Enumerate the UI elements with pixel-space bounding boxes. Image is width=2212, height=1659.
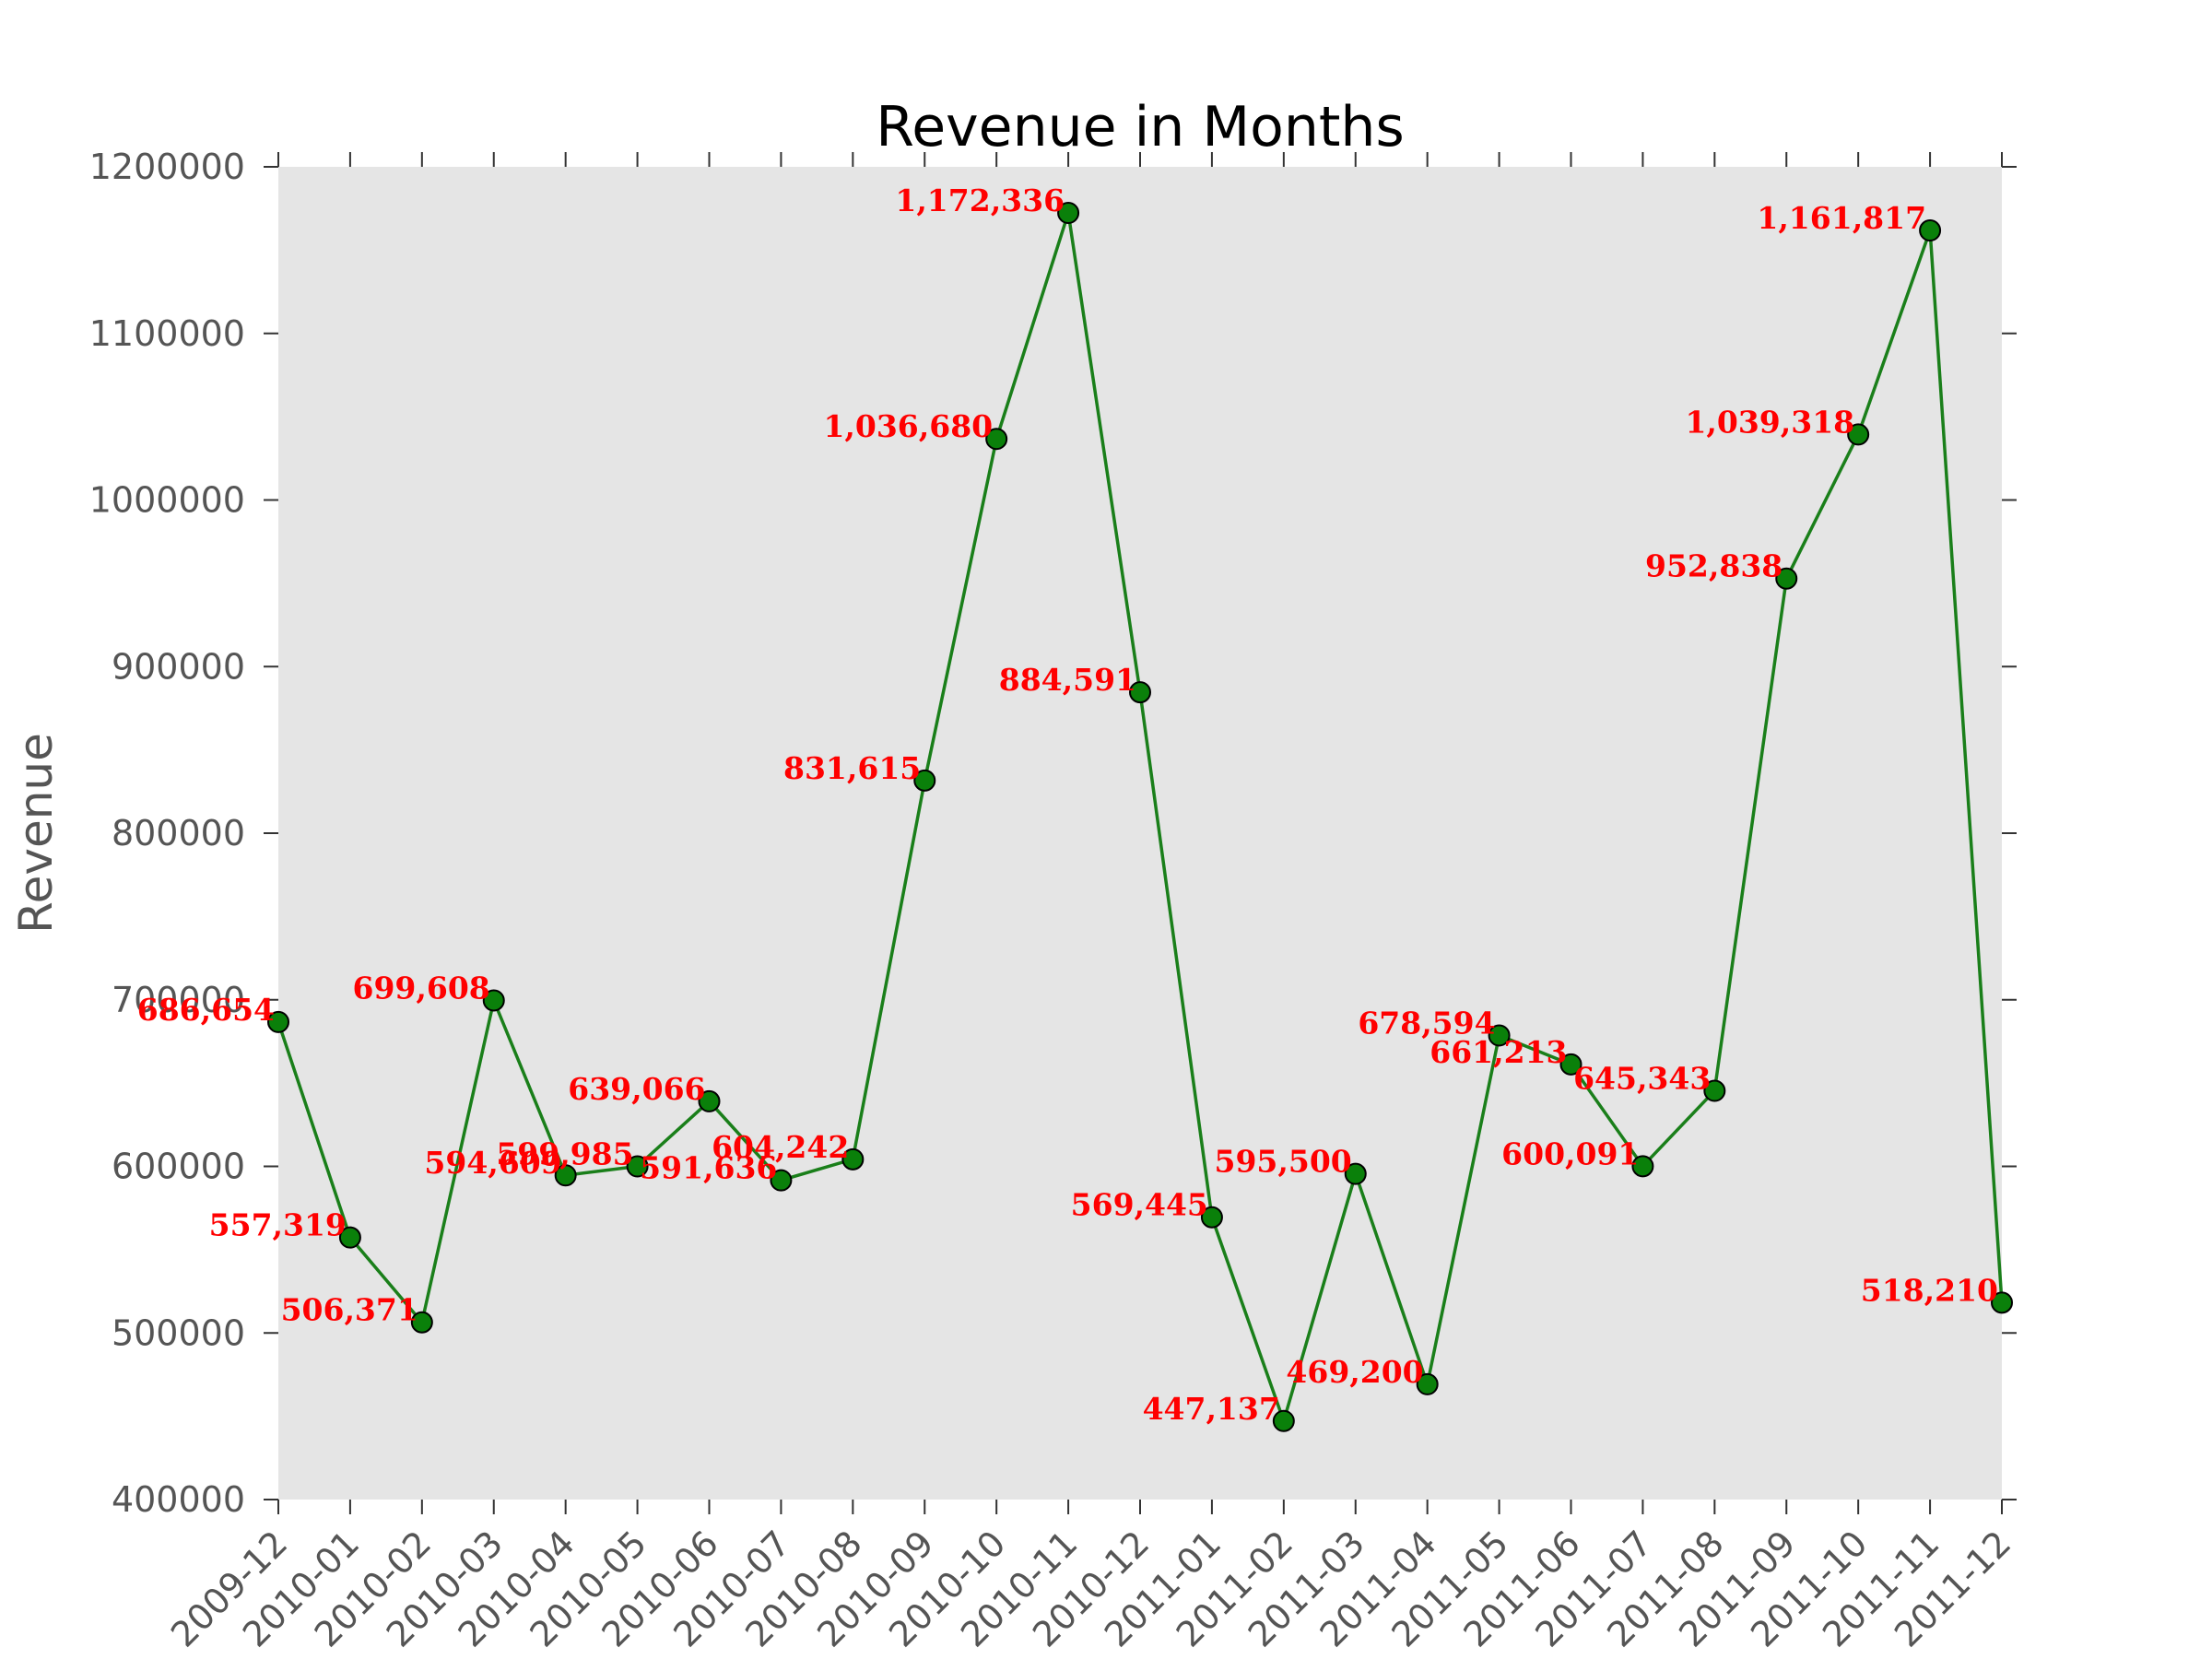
data-label: 506,371 [281, 1292, 418, 1328]
data-point-2011-02 [1272, 1409, 1295, 1432]
x-tick-labels: 2009-122010-012010-022010-032010-042010-… [163, 1523, 2018, 1654]
y-tick-label: 600000 [112, 1147, 245, 1187]
data-point-2011-10 [1847, 423, 1870, 446]
data-label: 600,091 [1501, 1135, 1639, 1171]
data-point-2010-09 [913, 769, 936, 792]
chart-title: Revenue in Months [876, 95, 1404, 159]
data-point-2010-12 [1129, 681, 1151, 704]
data-label: 639,066 [568, 1071, 705, 1107]
data-point-2011-04 [1416, 1372, 1439, 1395]
data-points [267, 202, 2013, 1432]
data-label: 661,213 [1430, 1034, 1567, 1070]
data-label: 884,591 [999, 662, 1136, 698]
y-tick-label: 400000 [112, 1479, 245, 1520]
data-label: 599,985 [496, 1136, 633, 1172]
y-tick-label: 500000 [112, 1312, 245, 1353]
data-point-2010-06 [698, 1089, 721, 1112]
data-label: 699,608 [352, 970, 489, 1006]
data-point-2010-04 [554, 1164, 577, 1187]
data-label: 469,200 [1286, 1354, 1423, 1390]
data-point-2010-05 [626, 1155, 649, 1178]
data-label: 645,343 [1573, 1061, 1711, 1097]
data-point-2011-12 [1991, 1291, 2013, 1314]
data-label: 686,654 [137, 992, 275, 1028]
data-label: 604,242 [712, 1129, 849, 1165]
data-point-2010-08 [841, 1147, 865, 1171]
data-point-2011-03 [1344, 1162, 1367, 1185]
data-point-2011-11 [1919, 219, 1942, 242]
data-point-2010-11 [1057, 202, 1080, 225]
data-point-2011-08 [1703, 1079, 1726, 1102]
data-point-2011-05 [1488, 1024, 1511, 1047]
plot-area [278, 167, 2002, 1500]
y-tick-label: 1000000 [89, 480, 245, 521]
data-point-2011-06 [1559, 1053, 1583, 1076]
data-label: 594,609 [424, 1145, 561, 1181]
y-tick-label: 900000 [112, 646, 245, 687]
data-label: 831,615 [783, 750, 921, 786]
y-tick-label: 800000 [112, 813, 245, 853]
data-point-2011-07 [1631, 1155, 1654, 1178]
y-tick-label: 1100000 [89, 313, 245, 354]
data-point-2010-02 [410, 1311, 433, 1334]
y-tick-label: 1200000 [89, 147, 245, 187]
data-label: 678,594 [1358, 1005, 1495, 1041]
data-point-2009-12 [267, 1010, 289, 1033]
data-label: 557,319 [209, 1207, 347, 1243]
data-label: 1,172,336 [895, 182, 1065, 218]
data-point-2010-10 [985, 428, 1008, 451]
data-label: 591,636 [640, 1150, 777, 1186]
data-label: 952,838 [1645, 548, 1783, 584]
data-label: 1,036,680 [823, 408, 993, 444]
axis-ticks [264, 152, 2017, 1514]
data-point-2010-03 [482, 989, 505, 1012]
y-axis-label: Revenue [9, 733, 63, 934]
data-label: 595,500 [1214, 1144, 1351, 1180]
y-tick-labels: 400000 500000 600000 700000 800000 900000 1000… [89, 147, 245, 1520]
data-label: 1,039,318 [1685, 404, 1854, 440]
data-label: 1,161,817 [1757, 200, 1926, 236]
data-point-2011-01 [1200, 1206, 1223, 1229]
data-label: 569,445 [1071, 1187, 1208, 1223]
data-point-2010-07 [770, 1169, 793, 1192]
data-point-2011-09 [1775, 567, 1798, 590]
data-label: 447,137 [1143, 1391, 1280, 1427]
data-point-2010-01 [338, 1226, 361, 1249]
data-label: 518,210 [1861, 1272, 1998, 1308]
y-tick-label: 700000 [112, 980, 245, 1020]
data-labels: 686,654 557,319 506,371 699,608 594,609599,9… [137, 182, 1998, 1427]
